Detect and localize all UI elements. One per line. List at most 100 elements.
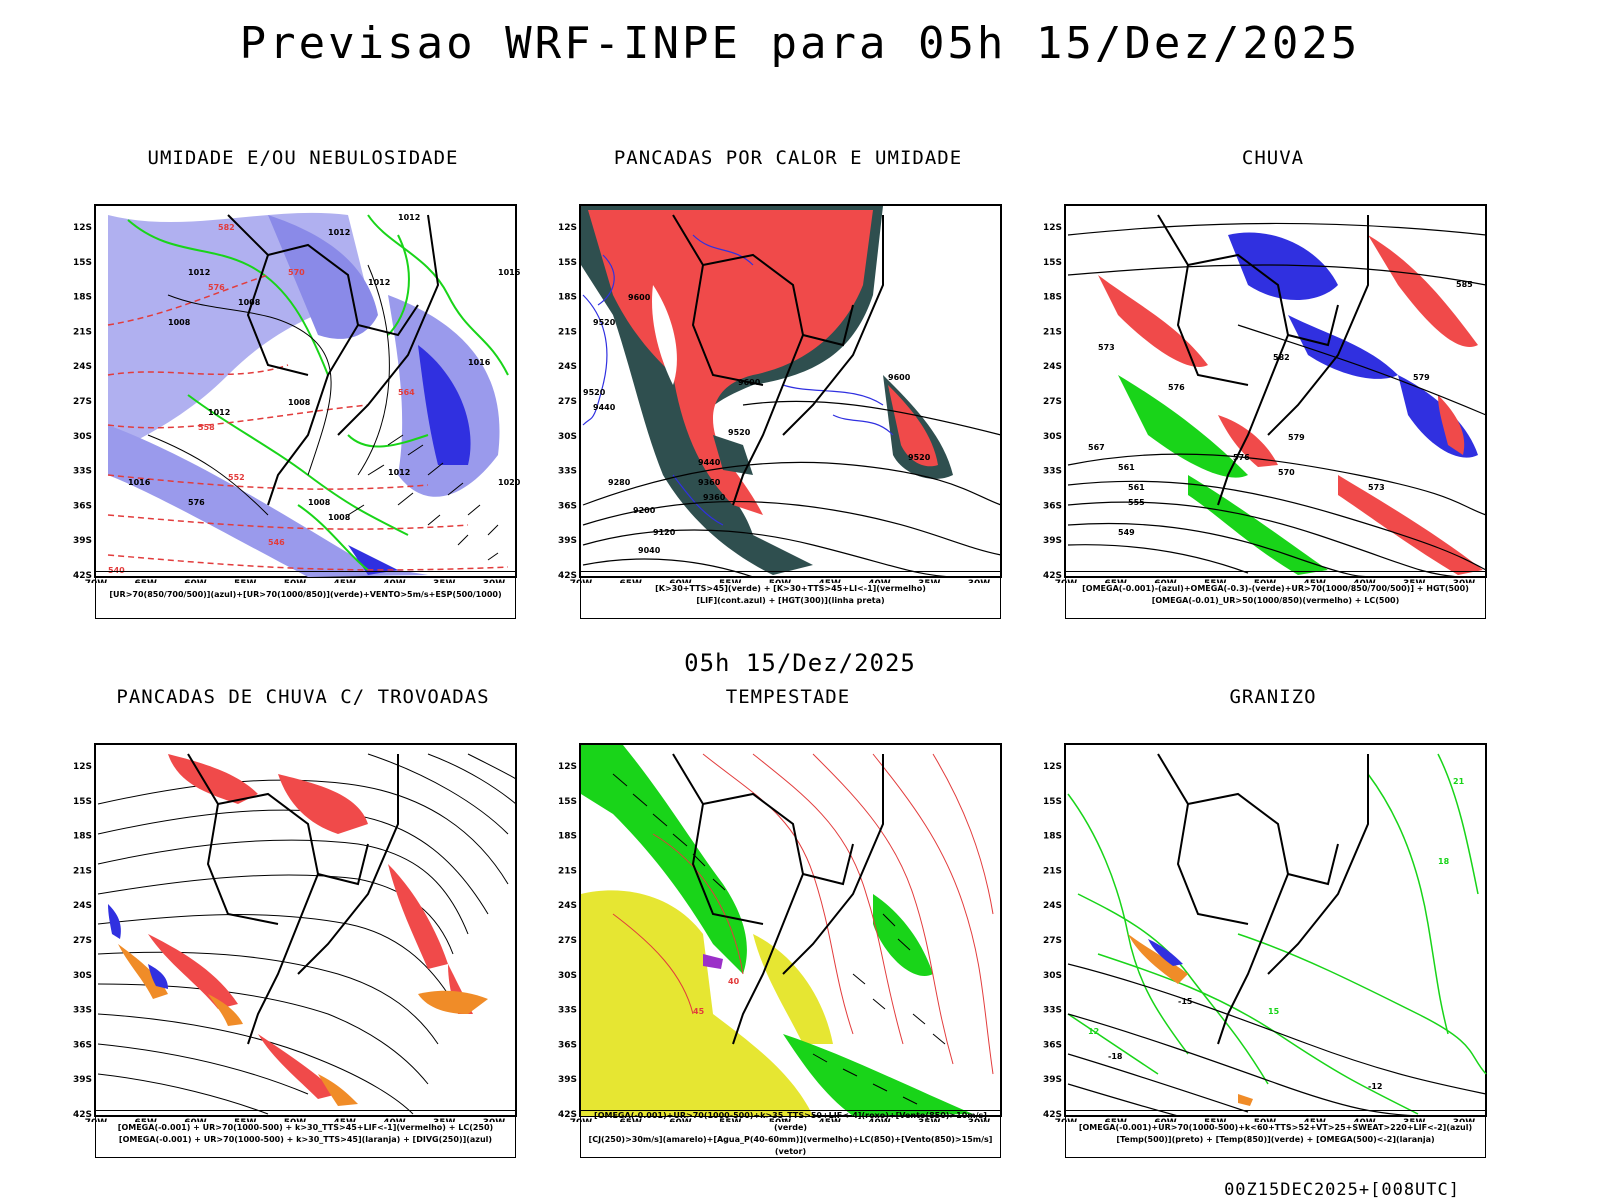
- lat-tick-label: 24S: [73, 901, 92, 911]
- lat-tick-label: 36S: [73, 1040, 92, 1050]
- lon-tick-label: 65W: [135, 579, 158, 583]
- lat-tick-label: 15S: [1043, 258, 1062, 268]
- lat-tick-label: 33S: [558, 467, 577, 477]
- lon-tick-label: 55W: [1204, 579, 1227, 583]
- legend-box: [UR>70(850/700/500)](azul)+[UR>70(1000/8…: [95, 571, 516, 619]
- legend-line: [K>30+TTS>45](verde) + [K>30+TTS>45+LI<-…: [655, 584, 926, 593]
- panel-title: PANCADAS DE CHUVA C/ TROVOADAS: [116, 686, 490, 708]
- temp500-black-contours: [1067, 963, 1487, 1117]
- country-borders: [672, 214, 884, 506]
- lat-axis: 12S 15S 18S 21S 24S 27S 30S 33S 36S 39S 42S: [558, 762, 577, 1120]
- lon-tick-label: 55W: [719, 1118, 742, 1122]
- lon-tick-label: 65W: [1105, 579, 1128, 583]
- lat-tick-label: 15S: [1043, 797, 1062, 807]
- legend-line: [UR>70(850/700/500)](azul)+[UR>70(1000/8…: [109, 590, 502, 599]
- lon-tick-label: 40W: [383, 579, 406, 583]
- lat-tick-label: 39S: [558, 1075, 577, 1085]
- lon-tick-label: 35W: [433, 579, 456, 583]
- lat-tick-label: 24S: [73, 362, 92, 372]
- map-label: 1012: [188, 268, 210, 277]
- lon-tick-label: 35W: [1403, 579, 1426, 583]
- legend-box: [OMEGA(-0.001)+UR>70(1000-500)+k>35_TTS>…: [580, 1110, 1001, 1158]
- map-label: 1012: [208, 408, 230, 417]
- map-label: 1008: [168, 318, 191, 327]
- map-label: 582: [1273, 353, 1290, 362]
- lat-tick-label: 30S: [73, 971, 92, 981]
- hgt-labels: 9600 9520 9440 9360 9280 9200 9120 9040 …: [583, 293, 931, 555]
- legend-box: [OMEGA(-0.001)+UR>70(1000-500)+k<60+TTS>…: [1065, 1110, 1486, 1158]
- map-label: 1008: [328, 513, 351, 522]
- red-dashed-contours: [107, 274, 509, 571]
- map-label: 540: [108, 566, 125, 575]
- map-label: 582: [218, 223, 235, 232]
- lat-tick-label: 39S: [73, 536, 92, 546]
- country-borders: [1157, 753, 1369, 1045]
- lon-tick-label: 50W: [284, 1118, 307, 1122]
- map-label: 564: [398, 388, 415, 397]
- map-label: 1008: [308, 498, 331, 507]
- map-label: 567: [1088, 443, 1105, 452]
- lon-tick-label: 35W: [918, 1118, 941, 1122]
- lon-tick-label: 30W: [968, 1118, 991, 1122]
- lon-tick-label: 50W: [769, 1118, 792, 1122]
- lat-tick-label: 30S: [558, 432, 577, 442]
- lat-tick-label: 30S: [1043, 432, 1062, 442]
- lon-tick-label: 45W: [1304, 1118, 1327, 1122]
- map-label: 9520: [908, 453, 931, 462]
- lat-tick-label: 42S: [73, 1110, 92, 1120]
- map-label: 561: [1128, 483, 1145, 492]
- lat-tick-label: 15S: [558, 797, 577, 807]
- map-label: -12: [1368, 1082, 1382, 1091]
- country-borders: [672, 753, 884, 1045]
- map-labels: 21 18 15 12 -12 -15 -18: [1088, 777, 1465, 1091]
- map-label: 1008: [238, 298, 261, 307]
- map-label: 1016: [128, 478, 151, 487]
- map-tempestade: 40 45 12S15S18S21S24S27S30S33S36S39S42S …: [558, 743, 1002, 1122]
- lon-tick-label: 65W: [1105, 1118, 1128, 1122]
- lc850-red-contours: [612, 753, 994, 1075]
- lat-tick-label: 33S: [1043, 1006, 1062, 1016]
- panel-pancadas-trovoadas: PANCADAS DE CHUVA C/ TROVOADAS: [68, 686, 538, 1158]
- lon-tick-label: 45W: [334, 579, 357, 583]
- map-label: 579: [1413, 373, 1430, 382]
- lon-tick-label: 50W: [284, 579, 307, 583]
- map-label: 9200: [633, 506, 656, 515]
- map-label: 1020: [498, 478, 521, 487]
- panel-tempestade: TEMPESTADE: [553, 686, 1023, 1158]
- map-label: 45: [693, 1007, 705, 1016]
- legend-box: [OMEGA(-0.001) + UR>70(1000-500) + k>30_…: [95, 1110, 516, 1158]
- lon-tick-label: 60W: [669, 579, 692, 583]
- lat-tick-label: 21S: [73, 866, 92, 876]
- lon-axis: 70W 65W 60W 55W 50W 45W 40W 35W 30W: [1055, 1118, 1476, 1122]
- lat-tick-label: 30S: [73, 432, 92, 442]
- map-label: 1008: [288, 398, 311, 407]
- lon-tick-label: 70W: [85, 1118, 108, 1122]
- lon-tick-label: 35W: [433, 1118, 456, 1122]
- lat-tick-label: 21S: [558, 866, 577, 876]
- map-pancadas-trovoadas: 12S 15S 18S 21S 24S 27S 30S 33S 36S 39S 42S 70W 65W…: [73, 743, 517, 1122]
- lat-axis: 12S 15S 18S 21S 24S 27S 30S 33S 36S 39S 42S: [558, 223, 577, 581]
- map-label: -15: [1178, 997, 1193, 1006]
- legend-line: [Temp(500)](preto) + [Temp(850)](verde) …: [1116, 1135, 1435, 1144]
- main-title: Previsao WRF-INPE para 05h 15/Dez/2025: [239, 18, 1361, 69]
- lon-tick-label: 50W: [769, 579, 792, 583]
- map-label: 12: [1088, 1027, 1099, 1036]
- lat-tick-label: 18S: [558, 832, 577, 842]
- hgt-black-contours: [582, 400, 1002, 578]
- lon-tick-label: 60W: [1154, 579, 1177, 583]
- lat-tick-label: 27S: [558, 397, 577, 407]
- map-label: 561: [1118, 463, 1135, 472]
- lat-tick-label: 39S: [1043, 1075, 1062, 1085]
- lat-tick-label: 42S: [558, 571, 577, 581]
- lon-tick-label: 30W: [483, 1118, 506, 1122]
- map-label: 549: [1118, 528, 1135, 537]
- map-label: 576: [1168, 383, 1185, 392]
- lat-tick-label: 27S: [558, 936, 577, 946]
- lon-tick-label: 50W: [1254, 579, 1277, 583]
- panel-umidade: UMIDADE E/OU NEBULOSIDADE: [68, 147, 538, 619]
- map-label: 576: [1233, 453, 1250, 462]
- lat-tick-label: 12S: [558, 762, 577, 772]
- lat-tick-label: 18S: [558, 293, 577, 303]
- lat-axis: 12S 15S 18S 21S 24S 27S 30S 33S 36S 39S 42S: [73, 223, 92, 581]
- lon-tick-label: 65W: [620, 579, 643, 583]
